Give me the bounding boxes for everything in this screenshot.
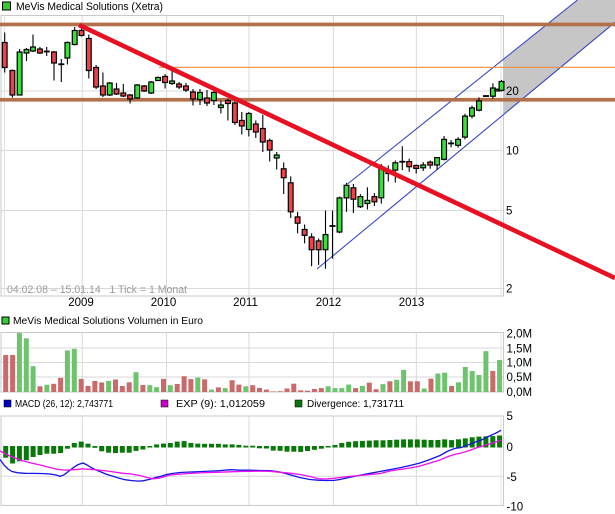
svg-text:MACD (26, 12): 2,743771: MACD (26, 12): 2,743771 xyxy=(15,399,113,410)
svg-text:10: 10 xyxy=(506,146,519,158)
svg-text:2013: 2013 xyxy=(399,297,425,309)
svg-text:5: 5 xyxy=(507,411,513,423)
svg-text:-5: -5 xyxy=(507,472,517,484)
svg-text:MeVis Medical Solutions (Xetra: MeVis Medical Solutions (Xetra) xyxy=(16,1,163,13)
svg-text:04.02.08 – 15.01.14 1 Tick =: 04.02.08 – 15.01.14 1 Tick = 1 Monat xyxy=(7,284,187,296)
svg-text:2009: 2009 xyxy=(68,297,94,309)
svg-text:2,0M: 2,0M xyxy=(507,329,533,341)
svg-text:Divergence: 1,731711: Divergence: 1,731711 xyxy=(307,399,404,410)
svg-text:-10: -10 xyxy=(507,502,524,514)
svg-text:0: 0 xyxy=(507,442,513,454)
svg-text:2012: 2012 xyxy=(316,297,342,309)
svg-text:0,5M: 0,5M xyxy=(507,372,533,384)
svg-text:0,0M: 0,0M xyxy=(507,387,533,399)
svg-text:2010: 2010 xyxy=(151,297,177,309)
svg-text:1,5M: 1,5M xyxy=(507,343,533,355)
svg-text:2011: 2011 xyxy=(233,297,258,309)
svg-text:5: 5 xyxy=(506,206,512,218)
svg-text:EXP (9): 1,012059: EXP (9): 1,012059 xyxy=(176,399,265,410)
svg-text:1,0M: 1,0M xyxy=(507,358,533,370)
svg-text:MeVis Medical Solutions Volume: MeVis Medical Solutions Volumen in Euro xyxy=(13,316,203,327)
svg-text:20: 20 xyxy=(506,86,519,98)
svg-text:2: 2 xyxy=(506,284,512,296)
